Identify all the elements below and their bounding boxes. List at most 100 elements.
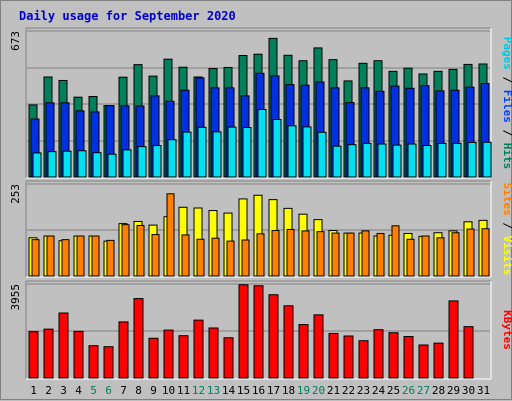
kbytes-bar: [163, 329, 174, 379]
sites-bar: [436, 237, 445, 277]
x-tick-label: 22: [342, 384, 355, 397]
kbytes-bar: [358, 340, 369, 379]
kbytes-bar: [268, 294, 279, 379]
x-tick-label: 21: [327, 384, 340, 397]
x-tick-label: 3: [60, 384, 67, 397]
kbytes-bar: [28, 331, 39, 379]
sites-bar: [391, 225, 400, 277]
sites-bar: [106, 239, 115, 277]
kbytes-bar: [388, 332, 399, 379]
x-tick-label: 11: [177, 384, 190, 397]
kbytes-bar: [223, 337, 234, 379]
kbytes-bar: [373, 329, 384, 379]
panel-1-right-label-part-0: Sites: [501, 183, 512, 216]
sites-bar: [151, 234, 160, 277]
x-axis: 1 2 3 4 5 6 7 8 9 10 11 12 13 14 15 16 17 18 19 20 21 22 23 24 2…: [30, 384, 490, 397]
x-tick-label: 9: [150, 384, 157, 397]
kbytes-bar: [58, 312, 69, 379]
sites-bar: [421, 235, 430, 277]
kbytes-bar: [238, 284, 249, 379]
pages-bar: [257, 109, 267, 178]
pages-bar: [422, 145, 432, 178]
pages-bar: [242, 127, 252, 178]
kbytes-bar: [73, 330, 84, 379]
kbytes-bar: [328, 332, 339, 379]
pages-bar: [212, 131, 222, 178]
pages-bar: [167, 139, 177, 178]
sites-bar: [91, 235, 100, 277]
panel-2-right-label: KBytes: [501, 310, 512, 350]
sites-bar: [166, 193, 175, 277]
panel-2-ytick-label: 3955: [9, 284, 22, 311]
sites-bar: [136, 224, 145, 277]
kbytes-bar: [103, 346, 114, 379]
sites-bar: [376, 232, 385, 277]
sites-bar: [301, 230, 310, 277]
pages-bar: [377, 143, 387, 178]
x-tick-label: 1: [30, 384, 37, 397]
kbytes-bar: [133, 298, 144, 379]
panel-0-right-label-part-2: Files: [501, 90, 512, 123]
chart-panels: 673 Pages / Files / Hits 253 Sites / Visits…: [9, 27, 512, 380]
pages-bar: [197, 126, 207, 178]
pages-bar: [152, 145, 162, 178]
x-tick-label: 8: [135, 384, 142, 397]
panel-0-right-label: Pages / Files / Hits: [501, 37, 512, 170]
kbytes-bar: [253, 285, 264, 379]
chart-title: Daily usage for September 2020: [19, 9, 236, 23]
sites-bar: [196, 238, 205, 277]
pages-bar: [47, 151, 57, 178]
kbytes-bar: [148, 337, 159, 379]
pages-bar: [392, 144, 402, 178]
x-tick-label: 16: [252, 384, 265, 397]
x-tick-label: 13: [207, 384, 220, 397]
kbytes-bar: [343, 335, 354, 379]
pages-bar: [362, 142, 372, 178]
x-tick-label: 25: [387, 384, 400, 397]
pages-bar: [302, 126, 312, 178]
x-tick-label: 15: [237, 384, 250, 397]
pages-bar: [317, 131, 327, 178]
kbytes-bar: [178, 335, 189, 379]
pages-bar: [107, 153, 117, 178]
panel-0-right-label-part-4: Hits: [501, 143, 512, 170]
x-tick-label: 17: [267, 384, 280, 397]
panel-1-ytick-label: 253: [9, 184, 22, 204]
kbytes-bar: [283, 305, 294, 379]
sites-bar: [466, 228, 475, 277]
panel-0-right-label-part-1: /: [501, 70, 512, 90]
sites-bar: [481, 228, 490, 277]
pages-bar: [182, 131, 192, 178]
kbytes-bar: [463, 326, 474, 379]
x-tick-label: 14: [222, 384, 236, 397]
pages-bar: [77, 150, 87, 178]
sites-bar: [31, 239, 40, 277]
kbytes-bar: [193, 319, 204, 379]
panel-1-right-label: Sites / Visits: [501, 183, 512, 276]
sites-bar: [46, 235, 55, 277]
x-tick-label: 7: [120, 384, 127, 397]
x-tick-label: 18: [282, 384, 295, 397]
sites-bar: [241, 239, 250, 277]
x-tick-label: 27: [417, 384, 430, 397]
pages-bar: [287, 125, 297, 178]
x-tick-label: 12: [192, 384, 205, 397]
pages-bar: [407, 143, 417, 178]
panel-1-right-label-part-1: /: [501, 216, 512, 236]
x-tick-label: 31: [477, 384, 490, 397]
kbytes-bar: [208, 327, 219, 379]
kbytes-bar: [43, 328, 54, 379]
sites-bar: [256, 233, 265, 277]
x-tick-label: 10: [162, 384, 175, 397]
pages-bar: [137, 146, 147, 178]
kbytes-bar: [418, 344, 429, 379]
x-tick-label: 26: [402, 384, 415, 397]
pages-bar: [272, 119, 282, 178]
kbytes-bar: [448, 300, 459, 379]
sites-bar: [61, 239, 70, 277]
panel-2-right-label-part-0: KBytes: [501, 310, 512, 350]
sites-bar: [211, 237, 220, 277]
panel-1-right-label-part-2: Visits: [501, 236, 512, 276]
